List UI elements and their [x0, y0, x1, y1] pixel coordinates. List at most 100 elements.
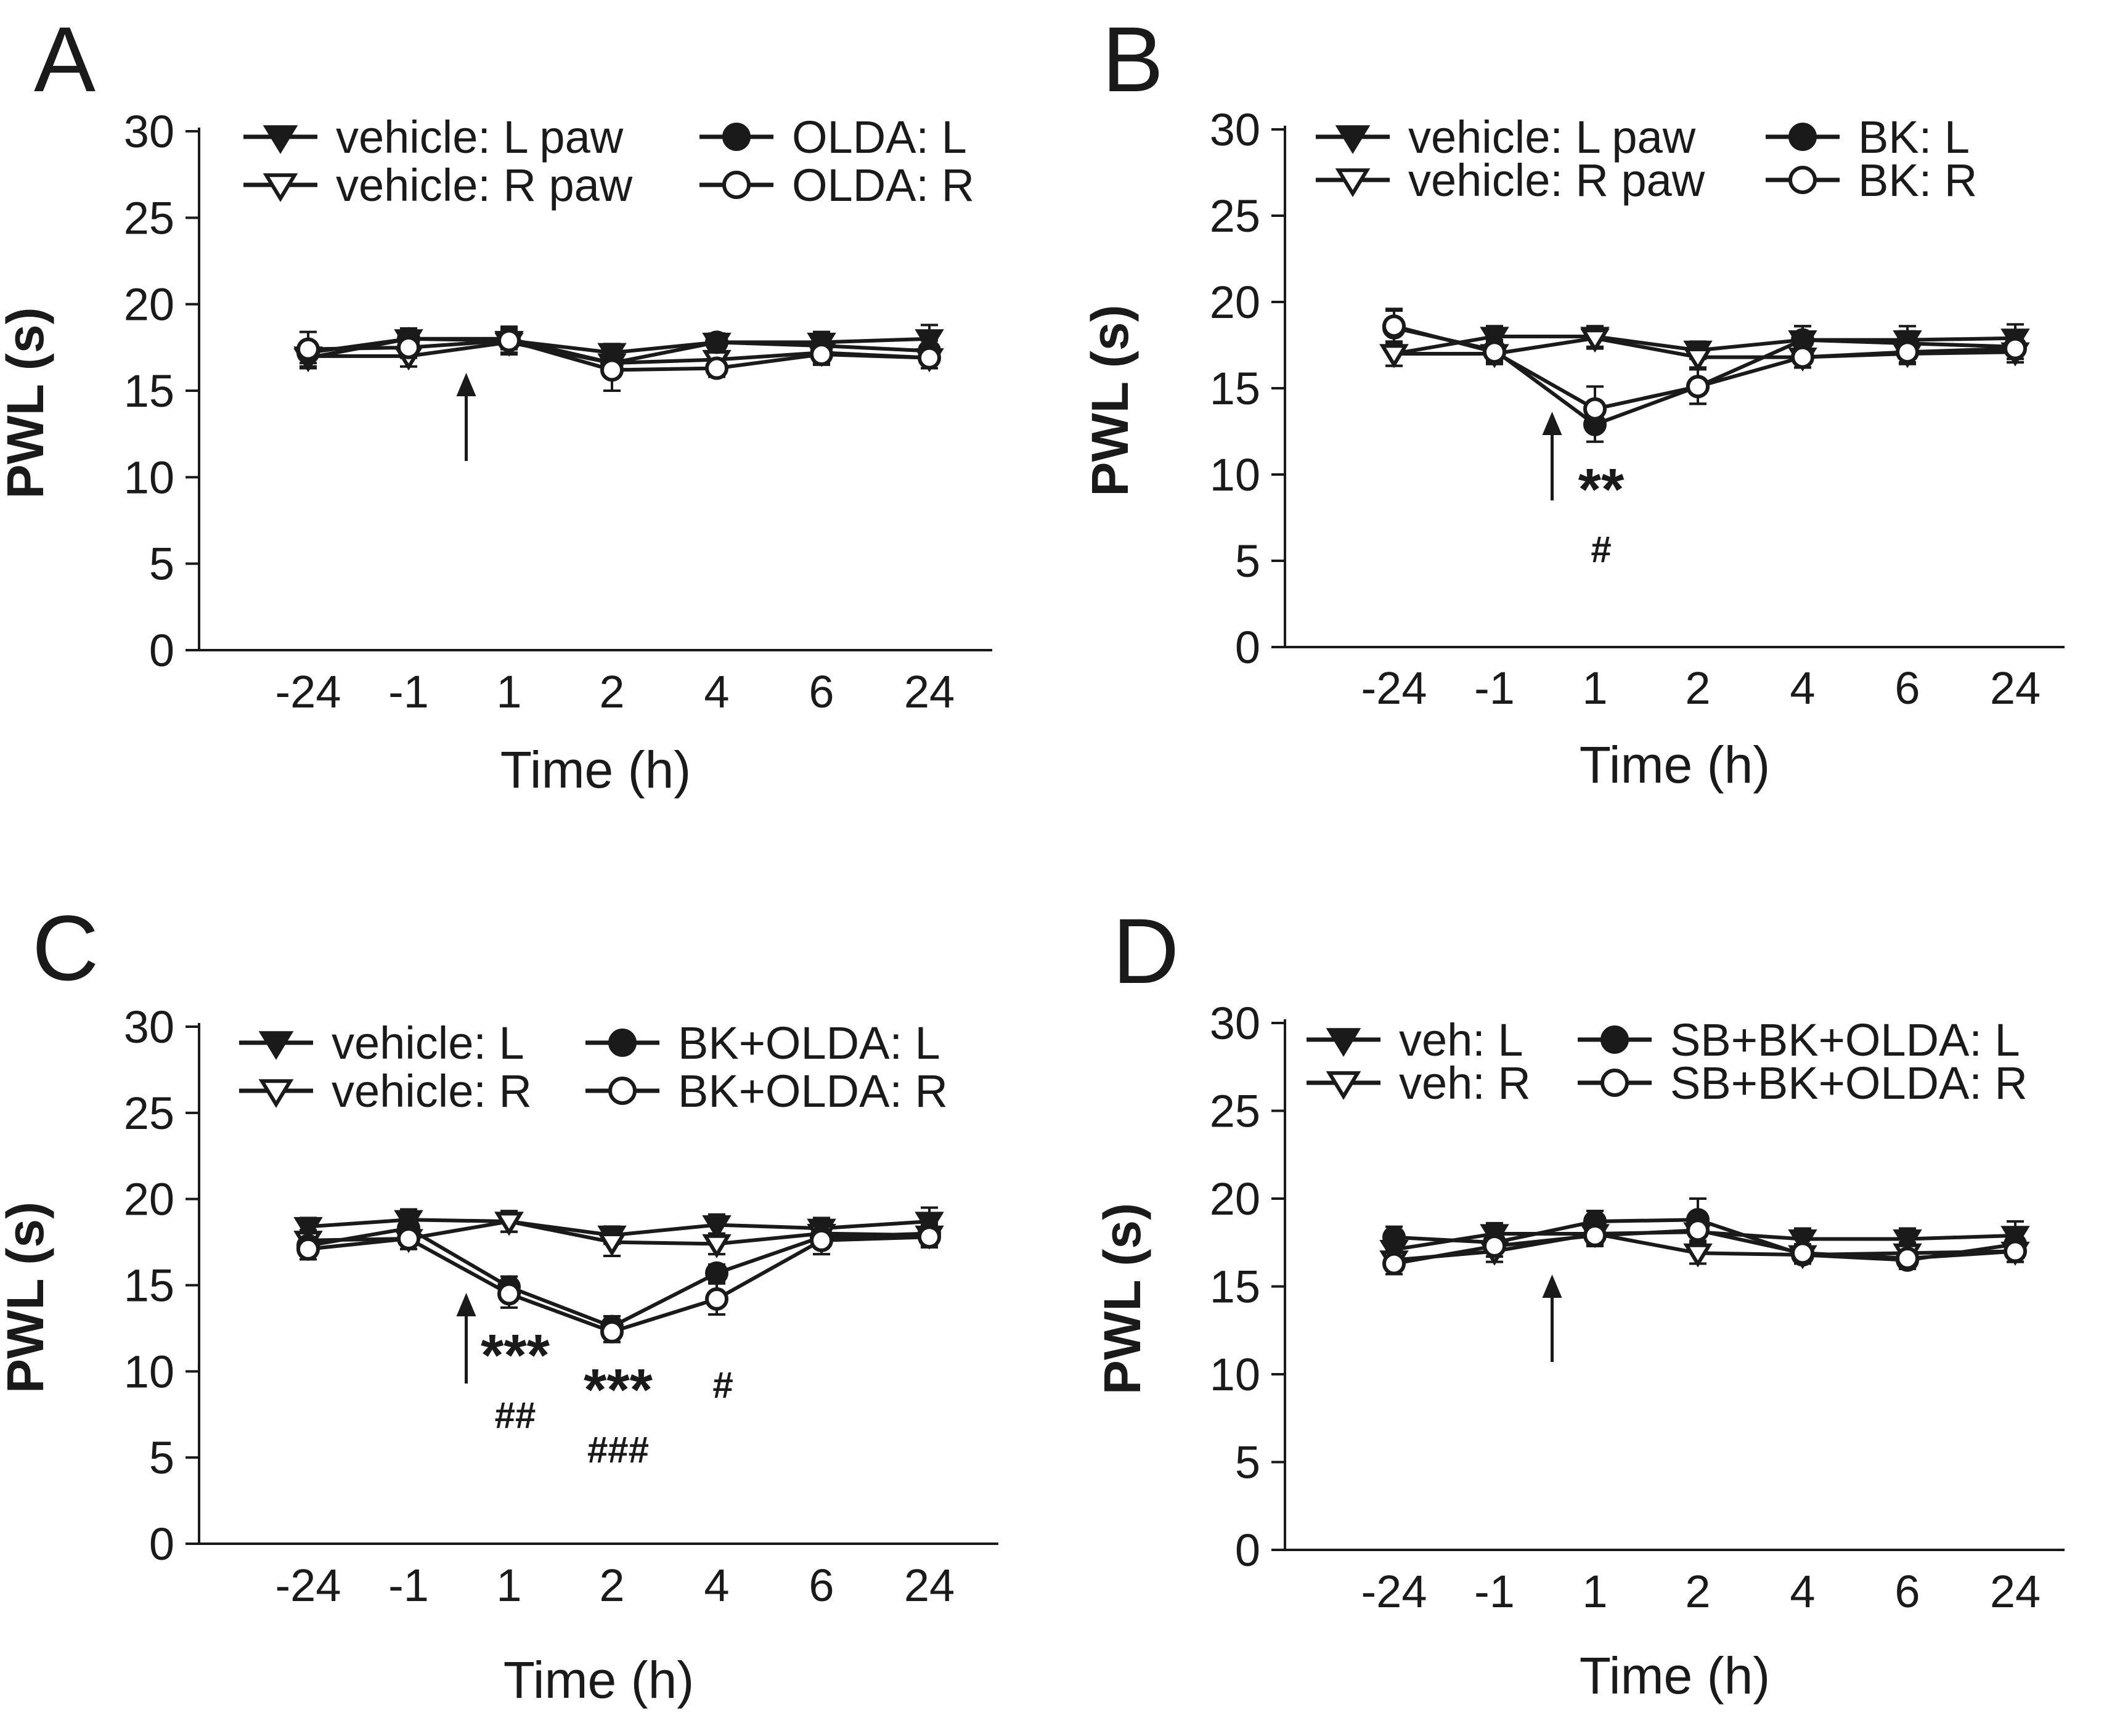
injection-arrowhead: [456, 373, 476, 396]
legend-marker: [1600, 1025, 1629, 1054]
y-axis-title: PWL (s): [0, 1202, 54, 1393]
x-tick-label: 1: [1582, 1566, 1607, 1617]
x-tick-label: -24: [1361, 1566, 1427, 1617]
data-point: [497, 328, 521, 352]
legend-marker: [258, 1031, 294, 1060]
y-tick-label: 25: [124, 192, 174, 243]
y-tick-label: 10: [124, 452, 174, 503]
x-tick-label: 24: [1990, 1566, 2041, 1617]
significance-hash: #: [1591, 529, 1611, 570]
data-point: [1683, 1243, 1713, 1268]
data-point: [1788, 1229, 1817, 1253]
y-tick-label: 5: [149, 1432, 174, 1483]
data-point: [1686, 375, 1710, 399]
data-point: [810, 343, 833, 367]
data-point: [397, 1226, 420, 1250]
x-tick-label: 24: [904, 666, 955, 717]
legend-label: vehicle: L: [332, 1017, 524, 1069]
data-point: [918, 1225, 941, 1249]
x-tick-label: 2: [1685, 662, 1710, 714]
data-point: [1480, 327, 1509, 351]
legend-marker: [722, 123, 751, 151]
y-tick-label: 15: [124, 365, 174, 417]
y-tick-label: 30: [1210, 104, 1260, 155]
x-tick-label: -24: [1361, 662, 1427, 714]
x-tick-label: 4: [704, 1560, 729, 1611]
injection-arrowhead: [456, 1293, 476, 1316]
y-tick-label: 0: [149, 1518, 174, 1570]
significance-hash: #: [712, 1364, 733, 1406]
legend-label: BK: R: [1858, 155, 1977, 206]
y-tick-label: 0: [1235, 1525, 1260, 1576]
x-tick-label: 1: [1582, 662, 1607, 714]
y-tick-label: 20: [124, 279, 174, 330]
legend-label: vehicle: R: [332, 1066, 532, 1117]
y-tick-label: 20: [1210, 277, 1260, 328]
significance-stars: ***: [481, 1322, 550, 1388]
data-point: [702, 1215, 732, 1240]
series-4-markers: [1382, 1218, 2027, 1276]
x-tick-label: 4: [1790, 1566, 1815, 1617]
data-point: [497, 1282, 521, 1306]
data-point: [1893, 1229, 1922, 1253]
y-tick-label: 5: [1235, 1437, 1260, 1488]
legend-label: veh: R: [1399, 1057, 1531, 1109]
data-point: [1583, 1223, 1607, 1247]
y-tick-label: 15: [1210, 363, 1260, 414]
y-tick-label: 25: [1210, 1086, 1260, 1137]
data-point: [1791, 1241, 1814, 1265]
legend-marker: [608, 1029, 637, 1057]
y-axis-title: PWL (s): [1081, 304, 1139, 496]
data-point: [705, 330, 728, 354]
series-3: [1385, 309, 2024, 443]
series-4-markers: [296, 328, 941, 382]
data-point: [597, 1232, 627, 1257]
y-tick-label: 0: [1235, 622, 1260, 673]
data-point: [1686, 1218, 1710, 1242]
y-tick-label: 20: [1210, 1173, 1260, 1225]
legend-label: BK: L: [1858, 112, 1970, 163]
x-tick-label: 2: [599, 666, 624, 717]
significance-hash: ##: [495, 1395, 536, 1436]
x-tick-label: -1: [388, 666, 429, 717]
x-tick-label: 2: [599, 1560, 624, 1611]
x-tick-label: -1: [1474, 662, 1515, 714]
x-axis-title: Time (h): [500, 741, 691, 799]
data-point: [1896, 1246, 1919, 1270]
legend-marker: [1335, 168, 1371, 197]
x-axis-title: Time (h): [1580, 736, 1771, 794]
series-4-markers: [296, 1225, 941, 1344]
data-point: [1791, 345, 1814, 369]
data-point: [296, 1237, 320, 1261]
y-tick-label: 10: [1210, 1349, 1260, 1400]
significance-stars: **: [1578, 457, 1625, 523]
data-point: [296, 337, 320, 361]
data-point: [1382, 1252, 1406, 1276]
y-axis-title: PWL (s): [1093, 1203, 1151, 1395]
data-point: [1379, 344, 1409, 369]
series-4-markers: [1382, 314, 2027, 421]
x-tick-label: 2: [1685, 1566, 1710, 1617]
y-tick-label: 5: [1235, 536, 1260, 587]
data-point: [2004, 1239, 2027, 1263]
data-point: [1382, 314, 1406, 338]
x-axis-title: Time (h): [1580, 1647, 1771, 1705]
data-point: [1583, 397, 1607, 421]
legend-marker: [1600, 1069, 1629, 1097]
legend-label: vehicle: R paw: [1408, 155, 1705, 206]
legend-marker: [1326, 1028, 1361, 1057]
data-point: [702, 1234, 732, 1258]
y-axis-title: PWL (s): [0, 307, 54, 499]
data-point: [705, 1287, 728, 1311]
panel-label: A: [34, 7, 96, 111]
legend-label: vehicle: R paw: [336, 160, 633, 211]
panel-label: D: [1112, 899, 1179, 1003]
data-point: [705, 1261, 728, 1285]
y-tick-label: 20: [124, 1174, 174, 1225]
